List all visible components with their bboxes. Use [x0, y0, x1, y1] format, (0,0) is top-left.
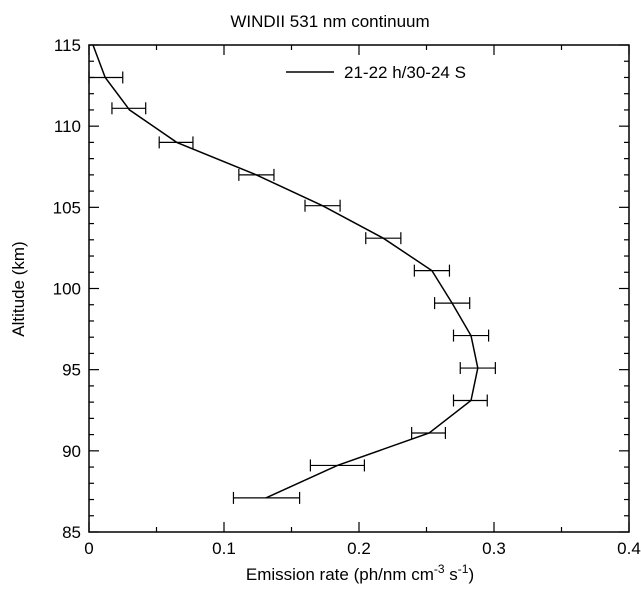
- legend: 21-22 h/30-24 S: [286, 63, 466, 82]
- y-tick-label: 105: [53, 198, 81, 217]
- y-tick-label: 90: [62, 442, 81, 461]
- series-lines: [92, 44, 479, 499]
- x-axis-label-end: ): [468, 565, 474, 584]
- y-tick-label: 95: [62, 361, 81, 380]
- x-axis-label-main: Emission rate (ph/nm cm: [246, 565, 434, 584]
- chart-title: WINDII 531 nm continuum: [230, 12, 429, 31]
- legend-label: 21-22 h/30-24 S: [344, 63, 466, 82]
- error-bars: [88, 71, 496, 504]
- x-axis-label-sup2: -1: [458, 562, 469, 576]
- series-line: [92, 44, 479, 499]
- x-tick-label: 0.3: [482, 539, 506, 558]
- y-tick-label: 110: [54, 117, 81, 136]
- x-axis-label-mid: s: [445, 565, 458, 584]
- x-tick-label: 0.1: [212, 539, 236, 558]
- x-axis: 0 0.1 0.2 0.3 0.4: [84, 45, 641, 558]
- y-tick-label: 100: [53, 280, 81, 299]
- x-axis-label-sup1: -3: [434, 562, 445, 576]
- x-tick-label: 0.4: [617, 539, 641, 558]
- y-axis-label: Altitude (km): [9, 241, 28, 336]
- x-tick-label: 0: [84, 539, 93, 558]
- y-tick-label: 115: [54, 36, 81, 55]
- plot-frame: [88, 44, 630, 533]
- y-tick-label: 85: [62, 523, 81, 542]
- x-axis-label: Emission rate (ph/nm cm-3 s-1): [246, 562, 474, 584]
- y-axis: 85 90 95 100 105 110 115: [53, 36, 629, 542]
- x-tick-label: 0.2: [347, 539, 371, 558]
